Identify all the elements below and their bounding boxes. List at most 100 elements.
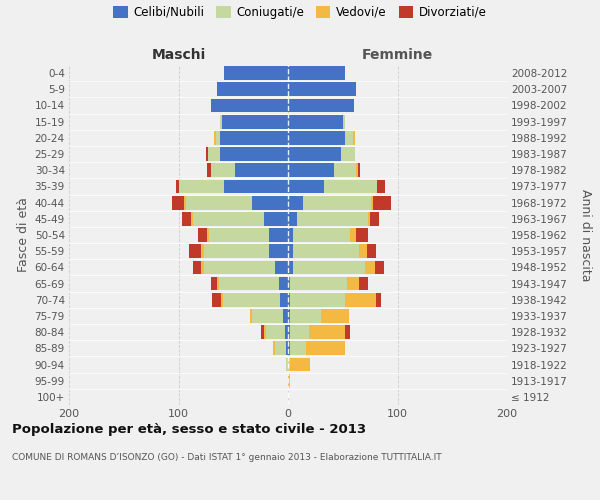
Bar <box>368 212 370 226</box>
Bar <box>305 342 345 355</box>
Bar <box>217 276 219 290</box>
Bar <box>288 342 290 355</box>
Bar <box>376 293 381 306</box>
Bar <box>288 131 345 144</box>
Bar <box>224 180 288 194</box>
Bar <box>359 244 367 258</box>
Bar <box>371 196 373 209</box>
Bar <box>280 293 288 306</box>
Bar <box>223 293 280 306</box>
Bar <box>272 342 275 355</box>
Bar <box>293 260 365 274</box>
Bar <box>208 147 220 161</box>
Bar <box>290 309 321 323</box>
Bar <box>217 82 288 96</box>
Bar <box>285 326 288 339</box>
Bar <box>193 212 264 226</box>
Bar <box>206 147 208 161</box>
Bar <box>324 180 377 194</box>
Bar <box>290 276 347 290</box>
Bar <box>193 260 202 274</box>
Bar <box>202 244 203 258</box>
Bar <box>221 293 223 306</box>
Text: Maschi: Maschi <box>151 48 206 62</box>
Bar <box>198 228 207 242</box>
Bar <box>288 293 290 306</box>
Bar <box>293 228 350 242</box>
Bar <box>290 326 309 339</box>
Bar <box>182 212 191 226</box>
Bar <box>347 276 359 290</box>
Bar <box>288 260 293 274</box>
Bar <box>212 293 221 306</box>
Bar <box>356 228 368 242</box>
Bar <box>211 276 217 290</box>
Bar <box>264 212 288 226</box>
Bar <box>252 309 283 323</box>
Bar <box>184 196 186 209</box>
Bar <box>350 228 356 242</box>
Bar <box>219 276 279 290</box>
Bar <box>269 228 288 242</box>
Bar <box>288 196 304 209</box>
Bar <box>290 342 305 355</box>
Bar <box>176 180 179 194</box>
Y-axis label: Anni di nascita: Anni di nascita <box>579 188 592 281</box>
Bar <box>288 326 290 339</box>
Bar <box>343 115 345 128</box>
Bar <box>288 82 356 96</box>
Text: Popolazione per età, sesso e stato civile - 2013: Popolazione per età, sesso e stato civil… <box>12 422 366 436</box>
Bar <box>172 196 184 209</box>
Bar <box>353 131 355 144</box>
Bar <box>286 342 288 355</box>
Bar <box>293 244 359 258</box>
Bar <box>288 358 290 372</box>
Bar <box>290 358 310 372</box>
Bar <box>304 196 371 209</box>
Bar <box>220 147 288 161</box>
Bar <box>288 276 290 290</box>
Bar <box>290 293 345 306</box>
Text: Femmine: Femmine <box>362 48 433 62</box>
Bar <box>288 164 334 177</box>
Bar <box>211 164 235 177</box>
Bar <box>269 244 288 258</box>
Bar <box>297 212 368 226</box>
Bar <box>191 212 193 226</box>
Bar <box>288 374 290 388</box>
Bar <box>288 212 297 226</box>
Bar <box>235 164 288 177</box>
Bar <box>374 260 385 274</box>
Bar <box>207 164 211 177</box>
Bar <box>288 228 293 242</box>
Bar <box>283 309 288 323</box>
Bar <box>220 115 222 128</box>
Bar <box>279 276 288 290</box>
Bar <box>211 98 288 112</box>
Bar <box>190 244 202 258</box>
Bar <box>224 66 288 80</box>
Bar <box>288 115 343 128</box>
Bar <box>356 164 358 177</box>
Bar <box>209 228 269 242</box>
Bar <box>359 276 368 290</box>
Bar <box>358 164 360 177</box>
Bar <box>216 131 220 144</box>
Bar <box>309 326 345 339</box>
Bar <box>367 244 376 258</box>
Bar <box>202 260 203 274</box>
Bar <box>275 342 286 355</box>
Bar <box>373 196 391 209</box>
Bar <box>250 309 252 323</box>
Bar <box>288 98 354 112</box>
Bar <box>370 212 379 226</box>
Bar <box>207 228 209 242</box>
Bar <box>286 358 288 372</box>
Bar <box>275 260 288 274</box>
Bar <box>186 196 252 209</box>
Bar <box>203 260 275 274</box>
Bar <box>288 147 341 161</box>
Bar <box>345 326 350 339</box>
Bar <box>288 309 290 323</box>
Bar <box>203 244 269 258</box>
